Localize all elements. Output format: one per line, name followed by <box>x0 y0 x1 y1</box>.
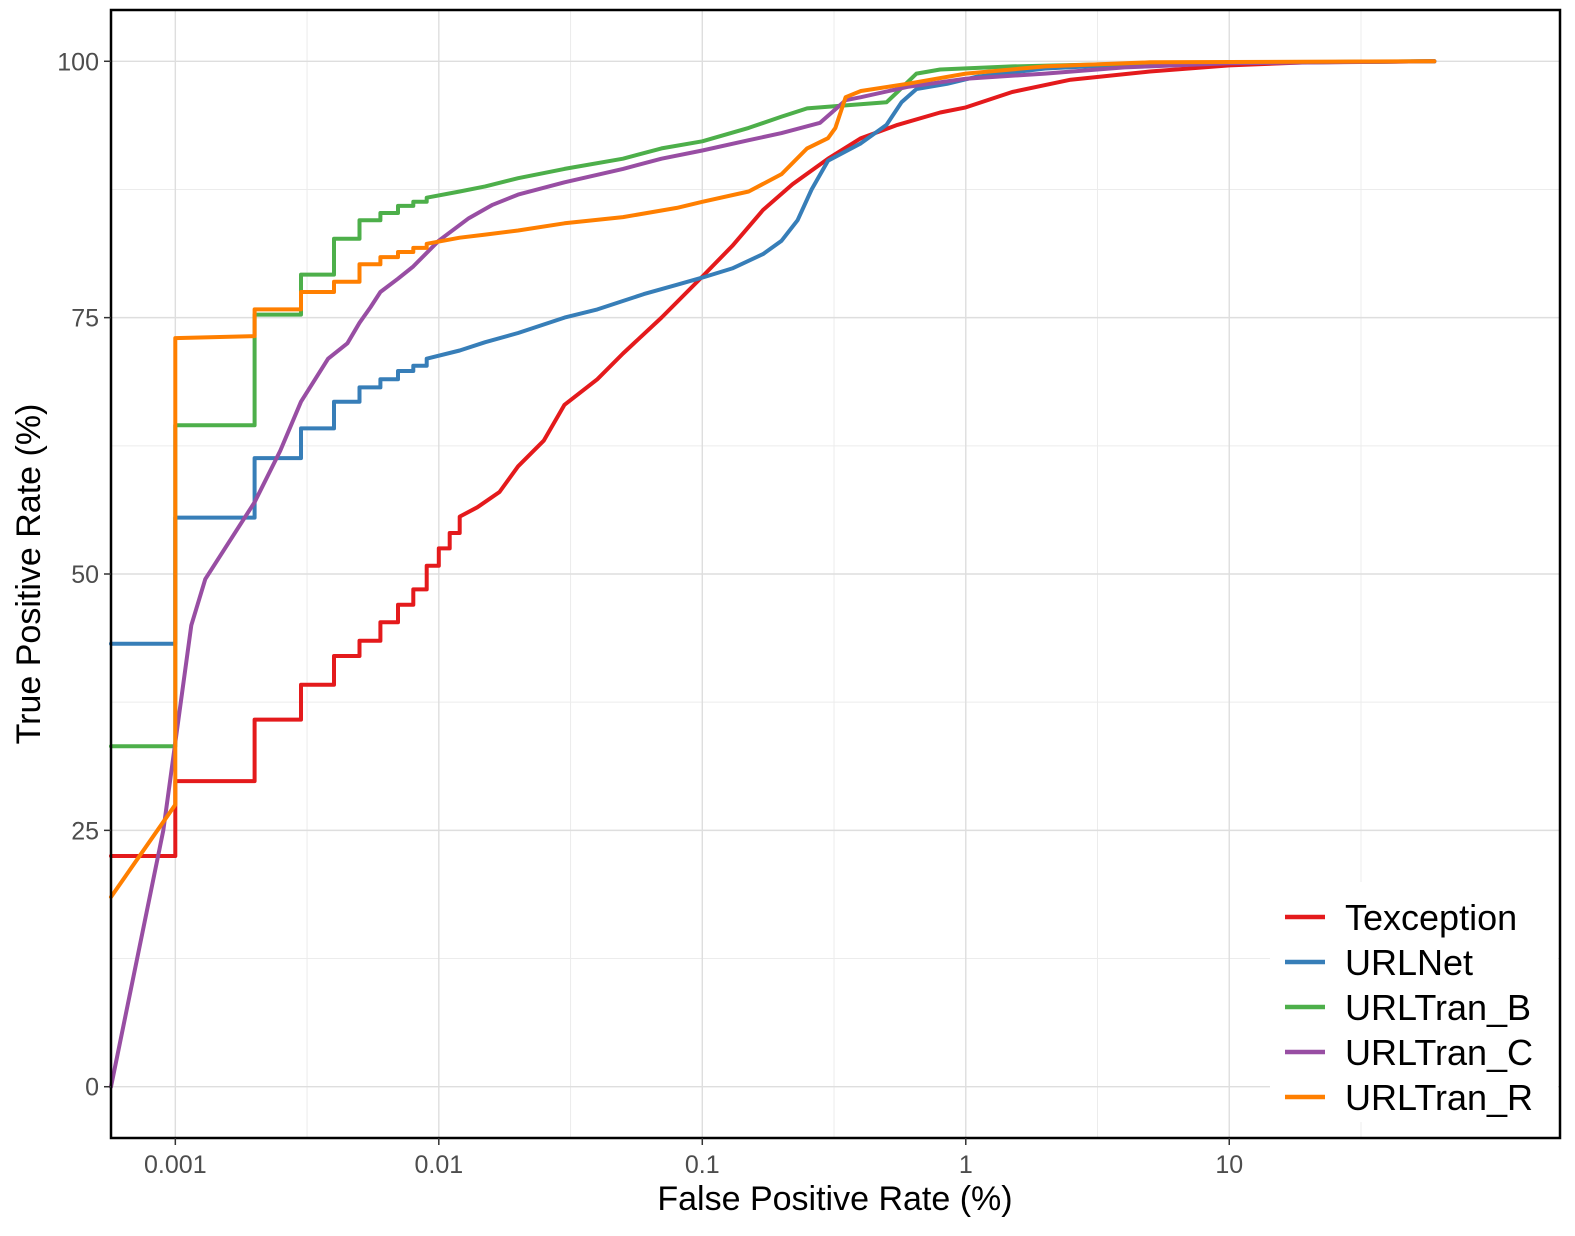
y-tick-label: 25 <box>71 817 99 845</box>
x-axis-title: False Positive Rate (%) <box>657 1180 1012 1218</box>
series-line-urltran-r <box>109 59 1437 899</box>
x-tick-label: 0.1 <box>685 1151 720 1179</box>
legend-background <box>1270 882 1558 1122</box>
y-tick-label: 50 <box>71 561 99 589</box>
x-axis-ticks: 0.001 0.01 0.1 1 10 <box>144 1138 1243 1179</box>
series-line-urltran-c <box>109 59 1437 1089</box>
x-tick-label: 0.01 <box>414 1151 463 1179</box>
y-tick-label: 75 <box>71 305 99 333</box>
x-tick-label: 10 <box>1215 1151 1243 1179</box>
series-line-urltran-b <box>109 59 1437 749</box>
legend-label: URLNet <box>1345 942 1473 983</box>
grid <box>111 10 1560 1138</box>
y-axis-ticks: 0 25 50 75 100 <box>57 48 111 1102</box>
series-line-texception <box>109 59 1437 858</box>
x-tick-label: 0.001 <box>144 1151 207 1179</box>
x-tick-label: 1 <box>959 1151 973 1179</box>
series-line-urlnet <box>109 59 1437 646</box>
series-lines <box>109 59 1437 1089</box>
y-tick-label: 0 <box>85 1074 99 1102</box>
legend-label: URLTran_C <box>1345 1032 1533 1073</box>
legend-label: URLTran_B <box>1345 987 1531 1028</box>
legend-label: URLTran_R <box>1345 1077 1533 1118</box>
y-tick-label: 100 <box>57 48 99 76</box>
y-axis-title: True Positive Rate (%) <box>10 404 48 745</box>
legend-label: Texception <box>1345 897 1517 938</box>
legend: TexceptionURLNetURLTran_BURLTran_CURLTra… <box>1270 882 1558 1122</box>
